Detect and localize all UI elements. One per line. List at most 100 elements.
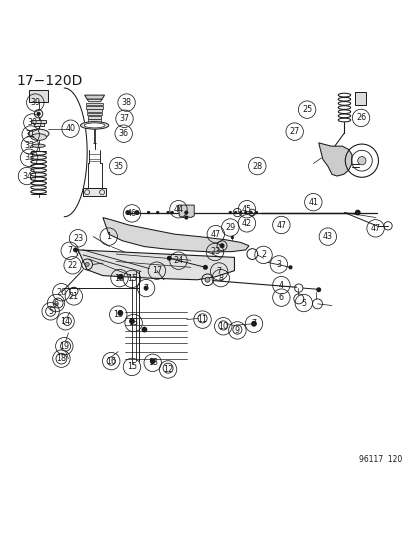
Text: 7: 7 xyxy=(251,319,256,328)
Circle shape xyxy=(171,211,174,214)
FancyBboxPatch shape xyxy=(29,90,48,102)
Text: 13: 13 xyxy=(129,318,139,327)
Ellipse shape xyxy=(28,129,49,138)
Circle shape xyxy=(117,310,123,316)
Circle shape xyxy=(129,318,135,324)
Circle shape xyxy=(220,244,224,248)
Text: 47: 47 xyxy=(211,230,221,239)
Text: 36: 36 xyxy=(119,129,129,138)
Text: 14: 14 xyxy=(61,317,71,326)
Circle shape xyxy=(117,274,123,280)
Ellipse shape xyxy=(31,134,46,140)
Circle shape xyxy=(205,277,210,282)
Text: 7: 7 xyxy=(67,246,72,255)
Circle shape xyxy=(166,211,170,214)
Text: 13: 13 xyxy=(115,273,124,282)
Text: 23: 23 xyxy=(73,234,83,243)
Text: 32: 32 xyxy=(25,141,35,150)
Text: 40: 40 xyxy=(66,124,76,133)
Ellipse shape xyxy=(84,123,105,128)
FancyBboxPatch shape xyxy=(34,123,44,126)
Circle shape xyxy=(184,211,188,215)
Circle shape xyxy=(134,210,139,215)
Text: 39: 39 xyxy=(30,98,40,107)
Circle shape xyxy=(355,209,361,215)
Text: 47: 47 xyxy=(276,221,286,230)
Text: 37: 37 xyxy=(120,114,129,123)
Text: 4: 4 xyxy=(279,281,284,289)
Text: 24: 24 xyxy=(173,256,183,265)
Polygon shape xyxy=(78,250,234,280)
Text: 7: 7 xyxy=(217,267,222,276)
Circle shape xyxy=(156,211,159,214)
Circle shape xyxy=(255,211,258,214)
Text: 9: 9 xyxy=(235,326,240,335)
Text: 5: 5 xyxy=(301,298,306,308)
Ellipse shape xyxy=(32,144,45,148)
Circle shape xyxy=(147,211,150,214)
Circle shape xyxy=(288,265,293,269)
Polygon shape xyxy=(178,205,194,217)
Text: 44: 44 xyxy=(173,205,183,214)
FancyBboxPatch shape xyxy=(86,103,103,106)
Text: 6: 6 xyxy=(54,298,59,308)
FancyBboxPatch shape xyxy=(87,112,102,116)
Circle shape xyxy=(203,265,208,270)
Circle shape xyxy=(144,286,149,290)
Text: 31: 31 xyxy=(26,130,36,139)
Circle shape xyxy=(150,358,156,364)
Text: 22: 22 xyxy=(68,261,78,270)
Text: 6: 6 xyxy=(279,293,284,302)
Text: 41: 41 xyxy=(308,198,318,207)
Text: 16: 16 xyxy=(106,357,116,366)
FancyBboxPatch shape xyxy=(86,106,103,109)
Text: 96117  120: 96117 120 xyxy=(359,455,403,464)
Text: 25: 25 xyxy=(302,105,312,114)
Text: 19: 19 xyxy=(59,342,69,351)
Text: 1: 1 xyxy=(106,232,111,241)
Circle shape xyxy=(37,112,40,116)
Circle shape xyxy=(229,211,232,214)
Text: 7: 7 xyxy=(144,284,149,293)
Polygon shape xyxy=(85,95,105,99)
Text: 23: 23 xyxy=(210,247,220,256)
Circle shape xyxy=(142,327,147,333)
Text: 3: 3 xyxy=(276,260,281,269)
Text: 46: 46 xyxy=(127,209,137,218)
Text: 10: 10 xyxy=(218,322,228,331)
Text: 38: 38 xyxy=(122,98,132,107)
Text: 35: 35 xyxy=(113,161,123,171)
FancyBboxPatch shape xyxy=(88,119,101,122)
Ellipse shape xyxy=(81,122,109,129)
Circle shape xyxy=(316,287,321,292)
Circle shape xyxy=(249,211,253,214)
Text: 18: 18 xyxy=(56,354,66,363)
Circle shape xyxy=(251,321,257,327)
Text: 8: 8 xyxy=(218,273,223,282)
Circle shape xyxy=(358,157,366,165)
Text: 33: 33 xyxy=(24,154,34,162)
Text: 45: 45 xyxy=(242,205,252,214)
Circle shape xyxy=(239,211,242,214)
Text: 2: 2 xyxy=(261,251,266,260)
Text: 34: 34 xyxy=(22,172,32,181)
Text: 30: 30 xyxy=(27,118,37,127)
Text: 21: 21 xyxy=(69,292,79,301)
FancyBboxPatch shape xyxy=(355,92,366,106)
FancyBboxPatch shape xyxy=(31,120,46,123)
Text: 17: 17 xyxy=(152,266,162,275)
Text: 27: 27 xyxy=(290,127,300,136)
Polygon shape xyxy=(87,99,102,102)
Text: 15: 15 xyxy=(127,274,137,284)
Text: 13: 13 xyxy=(113,310,123,319)
Text: 43: 43 xyxy=(323,232,333,241)
Text: 15: 15 xyxy=(127,362,137,372)
Circle shape xyxy=(125,210,130,215)
FancyBboxPatch shape xyxy=(87,109,103,112)
Polygon shape xyxy=(319,143,352,176)
Text: 12: 12 xyxy=(163,365,173,374)
Circle shape xyxy=(234,211,237,214)
Text: 29: 29 xyxy=(225,223,235,232)
Text: 26: 26 xyxy=(356,114,366,123)
Text: 28: 28 xyxy=(252,161,262,171)
